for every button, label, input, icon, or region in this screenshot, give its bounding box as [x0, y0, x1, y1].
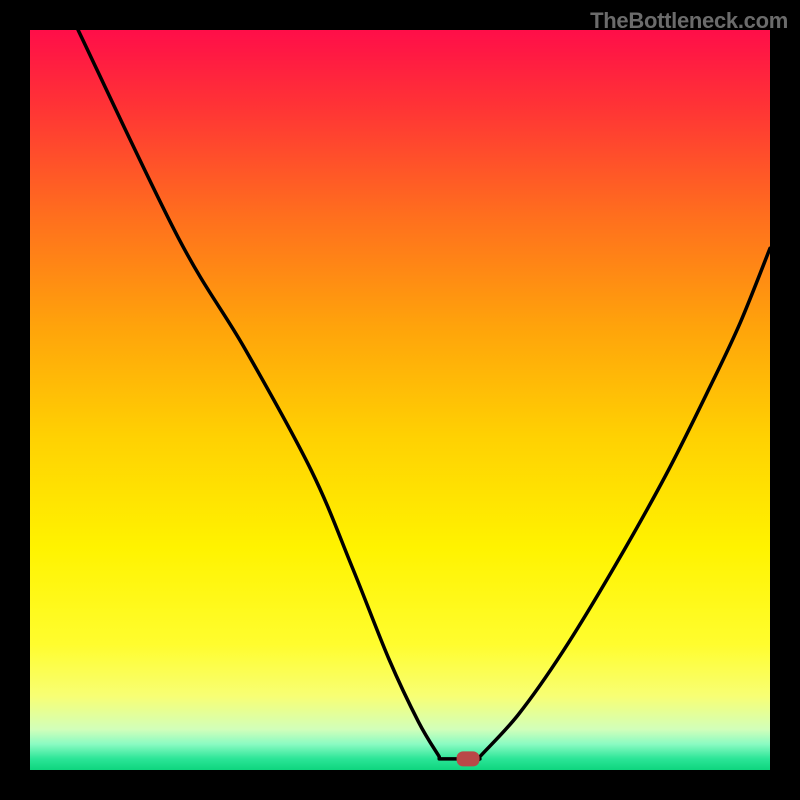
watermark-text: TheBottleneck.com — [590, 8, 788, 34]
plot-area — [30, 30, 770, 770]
chart-svg — [0, 0, 800, 800]
optimum-marker — [457, 752, 479, 766]
chart-container: TheBottleneck.com — [0, 0, 800, 800]
